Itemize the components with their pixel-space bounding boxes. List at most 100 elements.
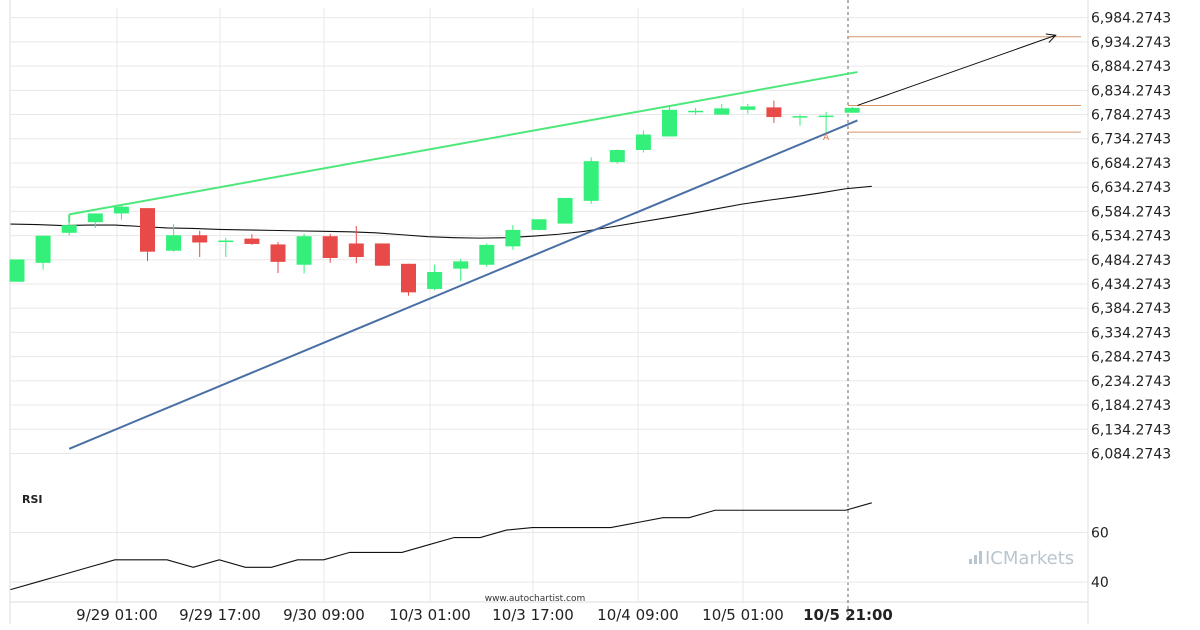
bearish-candle-body bbox=[140, 208, 155, 252]
price-tick-label: 6,484.2743 bbox=[1091, 253, 1171, 269]
price-tick-label: 6,184.2743 bbox=[1091, 398, 1171, 414]
time-tick-label: 9/30 09:00 bbox=[283, 606, 365, 624]
candle bbox=[113, 205, 129, 220]
candle bbox=[87, 213, 103, 228]
candle bbox=[218, 237, 234, 258]
price-tick-label: 6,134.2743 bbox=[1091, 422, 1171, 438]
bullish-candle-body bbox=[427, 272, 443, 289]
bearish-candle-body bbox=[192, 235, 208, 243]
bullish-candle-body bbox=[688, 110, 704, 113]
candle bbox=[348, 226, 364, 264]
bullish-candle-body bbox=[818, 115, 834, 118]
price-tick-label: 6,834.2743 bbox=[1091, 83, 1171, 99]
bullish-candle-body bbox=[714, 108, 730, 115]
candle bbox=[192, 230, 208, 258]
time-tick-label: 10/4 09:00 bbox=[597, 606, 679, 624]
projection-line bbox=[857, 34, 1056, 106]
price-tick-label: 6,884.2743 bbox=[1091, 59, 1171, 75]
rsi-line bbox=[10, 502, 872, 591]
bearish-candle-body bbox=[270, 244, 286, 262]
candle bbox=[505, 225, 521, 250]
candle bbox=[427, 264, 443, 291]
lower-channel-line bbox=[68, 119, 858, 450]
bullish-candle-body bbox=[113, 206, 129, 214]
candle bbox=[9, 259, 25, 282]
bearish-candle-body bbox=[374, 243, 390, 266]
price-tick-label: 6,584.2743 bbox=[1091, 204, 1171, 220]
bullish-candle-body bbox=[662, 109, 677, 137]
candle bbox=[531, 219, 547, 231]
rsi-panel bbox=[10, 502, 1088, 591]
candle bbox=[740, 104, 756, 114]
bullish-candle-body bbox=[531, 219, 547, 230]
candle bbox=[453, 258, 469, 282]
bullish-candle-body bbox=[61, 225, 77, 233]
price-tick-label: 6,284.2743 bbox=[1091, 350, 1171, 366]
bullish-candle-body bbox=[583, 161, 599, 201]
bullish-candle-body bbox=[166, 235, 182, 251]
channel-layer: A bbox=[68, 33, 1081, 450]
time-tick-label: 10/5 01:00 bbox=[702, 606, 784, 624]
rsi-tick-label: 60 bbox=[1091, 526, 1109, 542]
bullish-candle-body bbox=[35, 235, 51, 263]
time-tick-label: 9/29 17:00 bbox=[179, 606, 261, 624]
price-tick-label: 6,084.2743 bbox=[1091, 446, 1171, 462]
candle bbox=[374, 243, 390, 266]
bullish-candle-body bbox=[844, 107, 860, 113]
candle bbox=[296, 233, 312, 274]
candle bbox=[766, 100, 782, 123]
price-tick-label: 6,534.2743 bbox=[1091, 229, 1171, 245]
bearish-candle-body bbox=[348, 243, 364, 258]
bullish-candle-body bbox=[505, 229, 521, 247]
bearish-candle-body bbox=[244, 238, 260, 244]
bullish-candle-body bbox=[87, 213, 103, 223]
source-watermark: www.autochartist.com bbox=[485, 594, 586, 604]
price-tick-label: 6,434.2743 bbox=[1091, 277, 1171, 293]
time-tick-label: 10/5 21:00 bbox=[803, 606, 893, 624]
axes-layer: 6,984.2743 6,934.2743 6,884.2743 6,834.2743… bbox=[76, 11, 1171, 624]
price-tick-label: 6,734.2743 bbox=[1091, 132, 1171, 148]
candle bbox=[244, 234, 260, 245]
candle bbox=[662, 106, 677, 137]
price-tick-label: 6,984.2743 bbox=[1091, 11, 1171, 27]
price-tick-label: 6,934.2743 bbox=[1091, 35, 1171, 51]
bullish-candle-body bbox=[609, 150, 625, 163]
bullish-candle-body bbox=[557, 197, 573, 224]
bearish-candle-body bbox=[766, 107, 782, 118]
candle bbox=[688, 107, 704, 115]
price-tick-label: 6,684.2743 bbox=[1091, 156, 1171, 172]
candle bbox=[792, 115, 808, 126]
candle bbox=[479, 243, 495, 267]
bar-chart-icon bbox=[969, 551, 982, 564]
candle bbox=[609, 149, 625, 164]
candle bbox=[714, 104, 730, 115]
bullish-candle-body bbox=[453, 261, 469, 269]
price-tick-label: 6,234.2743 bbox=[1091, 374, 1171, 390]
icmarkets-logo: ICMarkets bbox=[969, 548, 1074, 569]
candle bbox=[35, 235, 51, 270]
bullish-candle-body bbox=[479, 244, 495, 265]
bullish-candle-body bbox=[218, 240, 234, 243]
candle bbox=[557, 197, 573, 224]
bullish-candle-body bbox=[296, 236, 312, 265]
candle bbox=[635, 130, 651, 153]
candle bbox=[583, 157, 599, 204]
grid bbox=[9, 0, 1089, 624]
candle bbox=[166, 224, 182, 252]
bullish-candle-body bbox=[792, 116, 808, 118]
candle bbox=[322, 233, 338, 263]
candles-layer bbox=[9, 100, 860, 296]
time-tick-label: 9/29 01:00 bbox=[76, 606, 158, 624]
candle bbox=[140, 208, 155, 261]
bearish-candle-body bbox=[401, 263, 416, 293]
price-tick-label: 6,334.2743 bbox=[1091, 325, 1171, 341]
brand-logo-text: ICMarkets bbox=[985, 548, 1074, 569]
bearish-candle-body bbox=[322, 236, 338, 258]
time-tick-label: 10/3 01:00 bbox=[389, 606, 471, 624]
rsi-label: RSI bbox=[22, 493, 43, 506]
candle bbox=[270, 242, 286, 273]
upper-channel-line bbox=[69, 71, 858, 216]
candle bbox=[61, 221, 77, 236]
price-tick-label: 6,634.2743 bbox=[1091, 180, 1171, 196]
